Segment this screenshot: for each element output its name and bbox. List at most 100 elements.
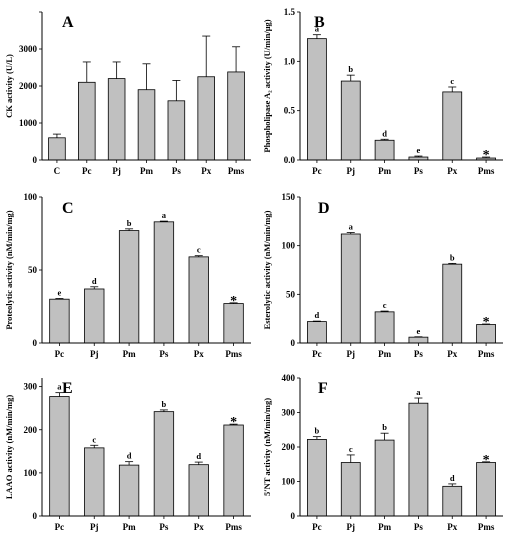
bar-px	[442, 263, 463, 344]
significance-label: b	[162, 399, 167, 409]
bar-pms	[223, 424, 244, 517]
bar-pj	[84, 447, 105, 517]
significance-label: a	[57, 382, 62, 392]
significance-label: d	[315, 310, 320, 320]
significance-label: e	[417, 326, 421, 336]
significance-label: a	[315, 24, 320, 34]
x-tick-label: Ps	[159, 349, 168, 359]
panel-c: e Pc d Pj b Pm a Ps c Px * Pms 0 50 100 Proteolytic act…	[4, 192, 251, 359]
y-tick-label: 1.0	[284, 56, 296, 66]
panel-f: b Pc c Pj b Pm a Ps d Px * Pms 0 100 200 300 400 5′NT act…	[262, 373, 503, 532]
significance-label: b	[348, 64, 353, 74]
bar-pj	[107, 78, 126, 161]
y-axis-label: Esterolytic activity (nM/min/mg)	[262, 210, 272, 329]
x-tick-label: Ps	[414, 166, 423, 176]
panel-letter: A	[62, 14, 74, 31]
panel-e: a Pc c Pj d Pm b Ps d Px * Pms 0 100 200 300 LAAO activi…	[4, 378, 251, 532]
bar-pc	[78, 81, 96, 161]
y-tick-label: 100	[282, 241, 296, 251]
bar-pm	[374, 311, 395, 344]
bar-pj	[340, 233, 361, 344]
x-tick-label: Pm	[123, 522, 136, 532]
panel-letter: B	[314, 14, 325, 31]
bar-pj	[340, 462, 361, 517]
y-tick-label: 1.5	[284, 7, 296, 17]
x-tick-label: Pm	[378, 522, 391, 532]
x-tick-label: Pc	[312, 166, 322, 176]
x-tick-label: Pc	[312, 349, 322, 359]
bar-pm	[118, 464, 140, 517]
x-tick-label: Pj	[347, 166, 356, 176]
y-axis-label: Phospholipase A₂ activity (U/min/μg)	[262, 19, 272, 152]
y-tick-label: 50	[286, 289, 296, 299]
significance-label: a	[416, 387, 421, 397]
y-tick-label: 150	[282, 192, 296, 202]
bar-px	[442, 91, 463, 161]
x-tick-label: Pj	[90, 522, 99, 532]
x-tick-label: Pm	[378, 349, 391, 359]
x-tick-label: Ps	[159, 522, 168, 532]
x-tick-label: Pms	[478, 349, 495, 359]
significance-label: b	[450, 252, 455, 262]
bar-c	[48, 137, 66, 161]
bar-pms	[227, 71, 245, 161]
significance-label: c	[383, 300, 387, 310]
bar-pc	[307, 38, 327, 161]
y-tick-label: 50	[28, 265, 38, 275]
y-tick-label: 400	[282, 373, 296, 383]
bar-pc	[307, 439, 327, 517]
x-tick-label: Px	[194, 522, 204, 532]
significance-label: c	[349, 444, 353, 454]
significance-label: b	[382, 422, 387, 432]
x-tick-label: Pms	[478, 166, 495, 176]
x-tick-label: Pm	[140, 166, 153, 176]
y-tick-label: 100	[282, 477, 296, 487]
significance-label: e	[417, 145, 421, 155]
y-axis-label: Proteolytic activity (nM/min/mg)	[4, 210, 14, 329]
significance-label: c	[92, 434, 96, 444]
y-tick-label: 1000	[19, 118, 38, 128]
y-tick-label: 100	[24, 192, 38, 202]
y-tick-label: 0	[291, 338, 296, 348]
bar-pj	[84, 288, 105, 344]
significance-label: *	[230, 415, 237, 430]
x-tick-label: C	[54, 166, 61, 176]
bar-ps	[153, 411, 175, 517]
y-tick-label: 3000	[19, 44, 38, 54]
bar-pm	[374, 139, 395, 161]
y-tick-label: 0	[33, 155, 38, 165]
bar-ps	[408, 336, 429, 344]
significance-label: d	[92, 276, 97, 286]
y-tick-label: 0	[291, 511, 296, 521]
y-tick-label: 0	[33, 511, 38, 521]
y-axis-label: CK activity (U/L)	[4, 54, 14, 118]
y-axis-label: LAAO activity (nM/min/mg)	[4, 395, 14, 500]
x-tick-label: Px	[194, 349, 204, 359]
y-tick-label: 0.5	[284, 106, 296, 116]
panel-letter: D	[318, 200, 330, 217]
bar-ps	[408, 402, 429, 517]
x-tick-label: Ps	[414, 522, 423, 532]
significance-label: c	[197, 245, 201, 255]
y-axis-label: 5′NT activity (nM/min/mg)	[262, 398, 272, 496]
bar-px	[197, 76, 215, 161]
significance-label: d	[450, 473, 455, 483]
x-tick-label: Ps	[414, 349, 423, 359]
y-tick-label: 200	[24, 425, 38, 435]
bar-pm	[118, 230, 140, 344]
bar-pms	[223, 303, 244, 344]
bar-ps	[167, 100, 186, 161]
bar-pc	[49, 396, 70, 517]
significance-label: b	[315, 426, 320, 436]
x-tick-label: Pj	[347, 522, 356, 532]
x-tick-label: Pj	[347, 349, 356, 359]
significance-label: *	[230, 294, 237, 309]
bar-pj	[340, 80, 361, 161]
significance-label: *	[483, 148, 490, 163]
significance-label: *	[483, 453, 490, 468]
bar-px	[442, 485, 463, 517]
bar-px	[188, 256, 209, 344]
bar-pm	[374, 439, 395, 517]
panel-letter: C	[62, 200, 74, 217]
